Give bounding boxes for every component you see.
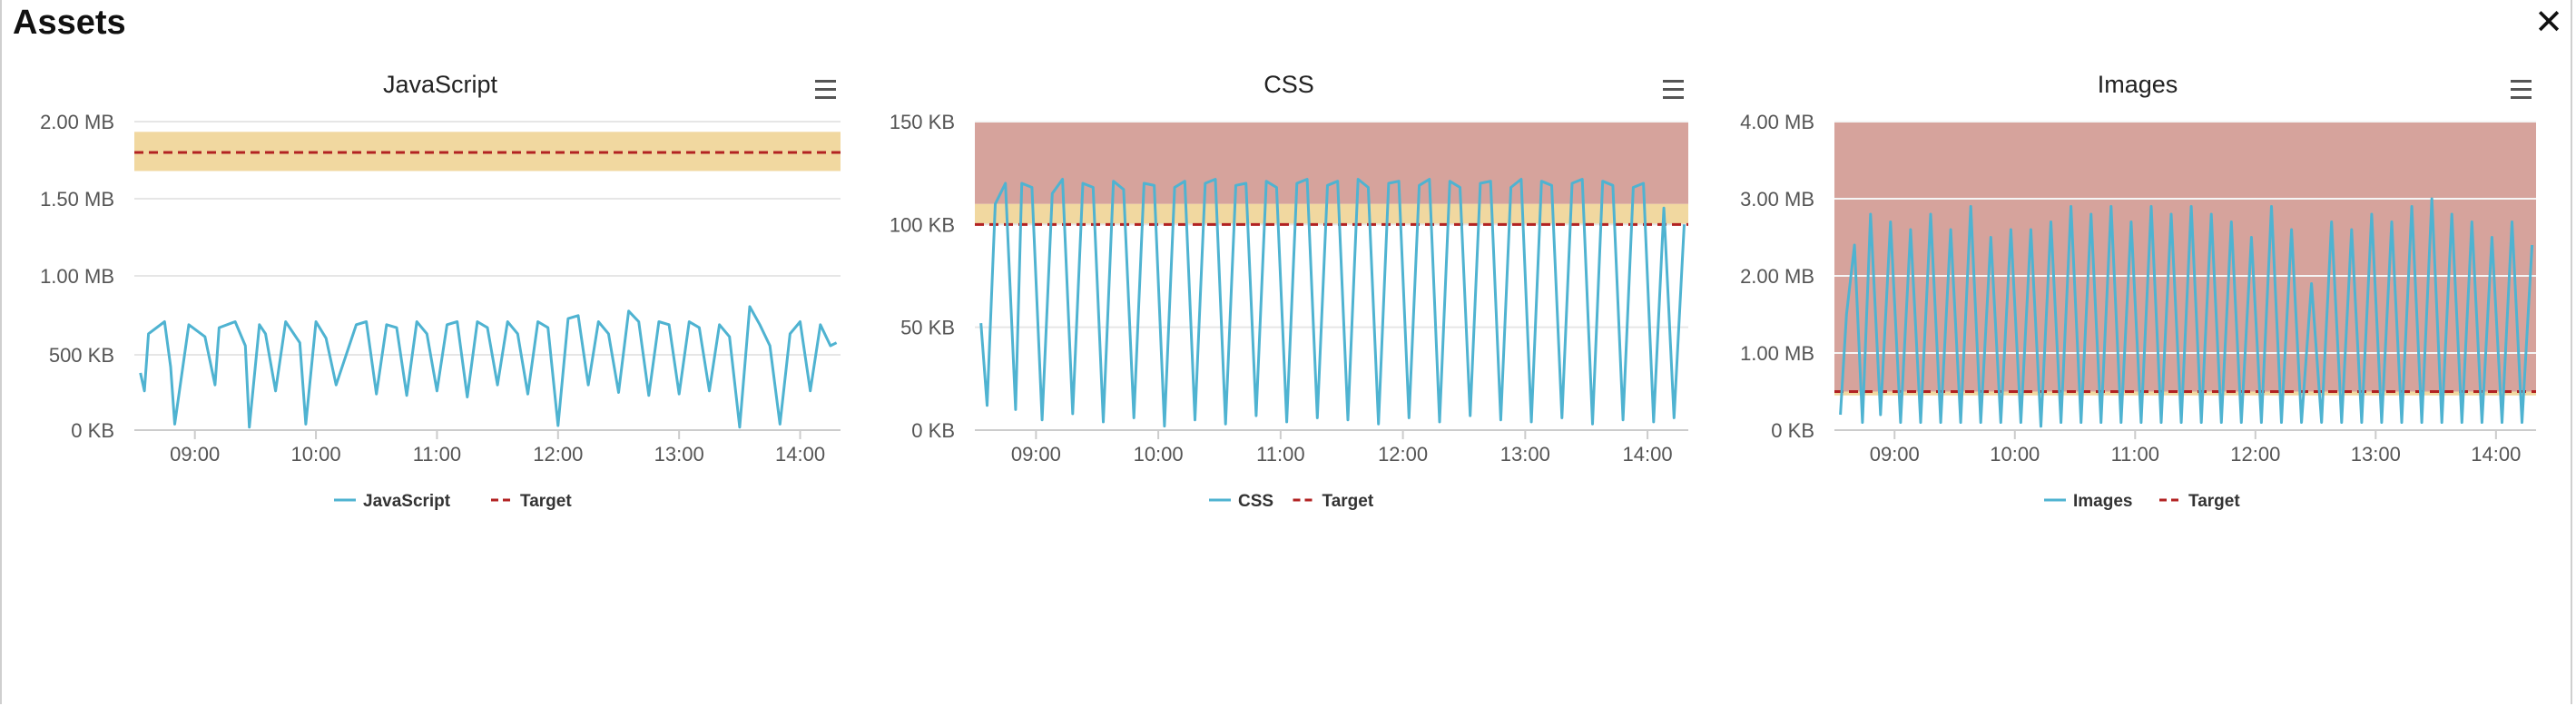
legend: Images Target — [2044, 492, 2240, 511]
x-tick-label: 10:00 — [291, 443, 341, 466]
y-tick-label: 100 KB — [890, 213, 955, 236]
legend: JavaScript Target — [334, 492, 572, 511]
menu-bar — [2511, 96, 2532, 99]
y-tick-label: 2.00 MB — [40, 111, 114, 133]
x-tick-label: 14:00 — [2471, 443, 2521, 466]
legend-target-label: Target — [1322, 492, 1374, 511]
x-tick-label: 14:00 — [1623, 443, 1673, 466]
chart-css: 0 KB 50 KB 100 KB 150 KB 09:00 10:00 11:00 12:0… — [890, 71, 1688, 511]
x-tick-label: 10:00 — [1990, 443, 2040, 466]
y-tick-label: 0 KB — [911, 419, 955, 442]
menu-bar — [2511, 80, 2532, 83]
menu-bar — [1663, 80, 1684, 83]
chart-title: CSS — [1263, 71, 1314, 98]
chart-javascript: 0 KB 500 KB 1.00 MB 1.50 MB 2.00 MB 09:00 10:0… — [40, 71, 841, 511]
hamburger-menu-icon[interactable] — [2511, 80, 2532, 99]
legend: CSS Target — [1209, 492, 1374, 511]
menu-bar — [1663, 88, 1684, 91]
x-tick-label: 13:00 — [1500, 443, 1550, 466]
legend-target-label: Target — [2188, 492, 2240, 511]
legend-series-label: Images — [2073, 492, 2132, 511]
y-tick-label: 150 KB — [890, 111, 955, 133]
chart-title: JavaScript — [383, 71, 498, 98]
hamburger-menu-icon[interactable] — [815, 80, 836, 99]
panel-title: Assets — [13, 4, 126, 42]
y-tick-label: 3.00 MB — [1740, 188, 1814, 211]
x-tick-label: 09:00 — [1011, 443, 1061, 466]
menu-bar — [815, 80, 836, 83]
y-tick-label: 4.00 MB — [1740, 111, 1814, 133]
menu-bar — [815, 96, 836, 99]
x-tick-label: 12:00 — [533, 443, 583, 466]
series-line — [139, 305, 838, 429]
x-tick-label: 11:00 — [1256, 443, 1304, 466]
x-tick-label: 11:00 — [413, 443, 461, 466]
x-tick-label: 13:00 — [2351, 443, 2401, 466]
x-tick-label: 09:00 — [1870, 443, 1920, 466]
menu-bar — [2511, 88, 2532, 91]
x-tick-label: 09:00 — [170, 443, 220, 466]
y-tick-label: 500 KB — [49, 344, 114, 367]
legend-target-label: Target — [520, 492, 572, 511]
x-tick-label: 12:00 — [1378, 443, 1428, 466]
legend-series-label: JavaScript — [363, 492, 451, 511]
y-tick-label: 2.00 MB — [1740, 265, 1814, 288]
x-tick-label: 13:00 — [654, 443, 704, 466]
x-tick-label: 14:00 — [775, 443, 825, 466]
x-tick-label: 12:00 — [2230, 443, 2280, 466]
y-tick-label: 1.00 MB — [1740, 342, 1814, 365]
y-tick-label: 1.00 MB — [40, 265, 114, 288]
y-tick-label: 1.50 MB — [40, 188, 114, 211]
menu-bar — [815, 88, 836, 91]
y-tick-label: 50 KB — [900, 317, 955, 339]
chart-images: 0 KB 1.00 MB 2.00 MB 3.00 MB 4.00 MB 09:00 10:… — [1740, 71, 2536, 511]
x-tick-label: 10:00 — [1134, 443, 1184, 466]
close-icon[interactable]: ✕ — [2534, 4, 2563, 42]
plot-band — [1834, 391, 2536, 396]
y-tick-label: 0 KB — [1771, 419, 1814, 442]
x-tick-label: 11:00 — [2111, 443, 2159, 466]
hamburger-menu-icon[interactable] — [1663, 80, 1684, 99]
chart-title: Images — [2098, 71, 2178, 98]
y-tick-label: 0 KB — [71, 419, 114, 442]
legend-series-label: CSS — [1238, 492, 1273, 511]
menu-bar — [1663, 96, 1684, 99]
